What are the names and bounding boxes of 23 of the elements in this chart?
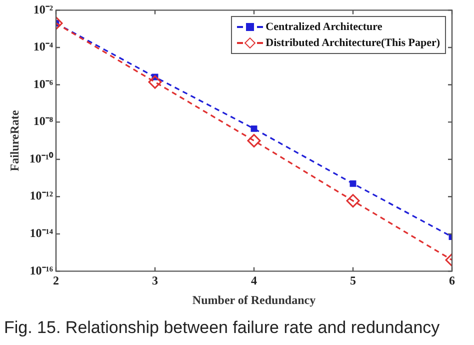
caption: Fig. 15. Relationship between failure rate and redundancy — [4, 318, 440, 338]
y-tick-label: 10⁻¹² — [30, 188, 54, 203]
x-tick-label: 3 — [152, 273, 158, 288]
y-tick-label: 10⁻⁶ — [33, 76, 54, 91]
y-tick-label: 10⁻¹⁴ — [30, 226, 54, 240]
y-tick-label: 10⁻⁴ — [33, 40, 54, 54]
legend-label: Centralized Architecture — [266, 21, 382, 34]
x-tick-label: 2 — [53, 273, 59, 288]
point — [250, 125, 258, 132]
y-tick-label: 10⁻¹⁶ — [30, 263, 54, 278]
x-tick-label: 5 — [350, 273, 356, 288]
y-tick-label: 10⁻² — [33, 2, 54, 16]
legend-label: Distributed Architecture(This Paper) — [266, 37, 440, 50]
point — [247, 134, 261, 148]
point — [350, 180, 356, 187]
x-tick-label: 6 — [449, 273, 455, 288]
x-axis-title: Number of Redundancy — [192, 292, 316, 307]
point — [148, 75, 162, 89]
y-tick-label: 10⁻¹⁰ — [29, 151, 54, 166]
point — [346, 194, 360, 208]
y-axis-title: FailureRate — [7, 109, 22, 172]
y-tick-label: 10⁻⁸ — [33, 114, 54, 128]
x-tick-label: 4 — [251, 273, 257, 288]
